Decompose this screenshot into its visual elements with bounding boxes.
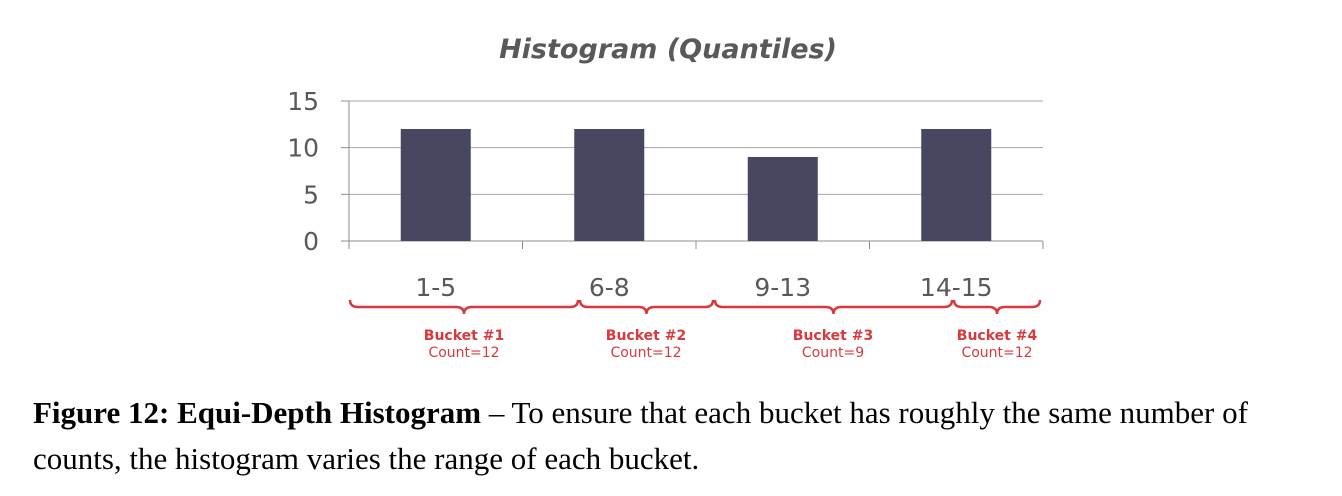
x-tick-label: 14-15 xyxy=(920,273,993,302)
bucket-count: Count=12 xyxy=(428,345,499,361)
bar xyxy=(747,157,818,241)
x-tick-label: 6-8 xyxy=(589,273,630,302)
y-tick-label: 10 xyxy=(287,134,319,163)
bucket-count: Count=12 xyxy=(610,345,681,361)
figure-caption: Figure 12: Equi-Depth Histogram – To ens… xyxy=(33,390,1323,482)
x-tick-label: 9-13 xyxy=(754,273,811,302)
bar xyxy=(574,129,645,241)
bucket-label: Bucket #1 xyxy=(424,328,504,344)
y-tick-label: 0 xyxy=(303,227,319,256)
histogram-chart: Histogram (Quantiles) 0 5 10 15 1-5 6-8 9-13 14… xyxy=(287,34,1044,361)
bucket-brace xyxy=(578,299,715,315)
y-tick-label: 5 xyxy=(303,180,319,209)
bucket-brace xyxy=(952,299,1042,315)
x-tick-label: 1-5 xyxy=(415,273,456,302)
y-tick-label: 15 xyxy=(287,87,319,116)
bucket-brace xyxy=(713,299,954,315)
caption-label: Figure 12: Equi-Depth Histogram xyxy=(33,395,482,430)
bucket-label: Bucket #3 xyxy=(793,328,873,344)
bucket-label: Bucket #4 xyxy=(957,328,1038,344)
bar xyxy=(400,129,471,241)
caption-text: – To ensure that each bucket has roughly… xyxy=(33,395,1248,476)
bucket-label: Bucket #2 xyxy=(606,328,686,344)
bucket-brace xyxy=(348,299,580,315)
bucket-count: Count=9 xyxy=(802,345,864,361)
chart-title: Histogram (Quantiles) xyxy=(499,34,837,65)
bar xyxy=(921,129,992,241)
bucket-count: Count=12 xyxy=(961,345,1032,361)
